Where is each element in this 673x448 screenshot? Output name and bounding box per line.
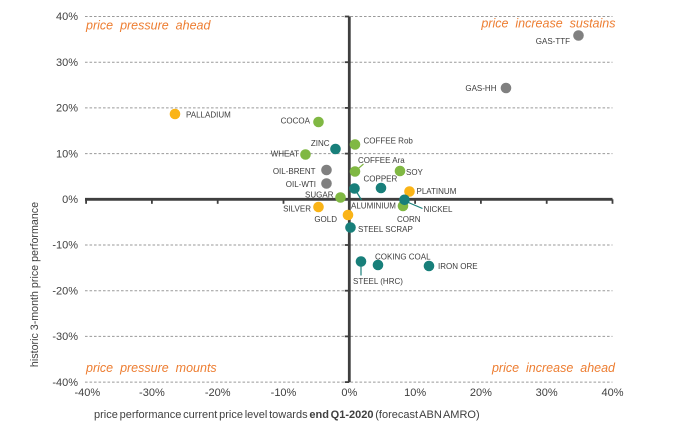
svg-text:20%: 20% — [470, 387, 492, 399]
svg-text:price performance current pric: price performance current price level to… — [94, 409, 480, 421]
svg-text:GOLD: GOLD — [314, 215, 337, 224]
svg-text:COFFEE Rob: COFFEE Rob — [364, 137, 414, 146]
svg-text:price increase ahead: price increase ahead — [491, 361, 616, 375]
svg-text:COKING COAL: COKING COAL — [375, 253, 431, 262]
svg-text:GAS-HH: GAS-HH — [465, 84, 496, 93]
svg-text:COPPER: COPPER — [364, 175, 398, 184]
svg-text:30%: 30% — [536, 387, 558, 399]
svg-text:CORN: CORN — [397, 215, 421, 224]
svg-text:PALLADIUM: PALLADIUM — [186, 111, 231, 120]
svg-text:10%: 10% — [404, 387, 426, 399]
svg-text:10%: 10% — [56, 148, 78, 160]
svg-text:SOY: SOY — [406, 168, 424, 177]
svg-text:STEEL SCRAP: STEEL SCRAP — [358, 225, 413, 234]
svg-text:0%: 0% — [341, 387, 357, 399]
svg-text:OIL-WTI: OIL-WTI — [286, 180, 316, 189]
svg-text:40%: 40% — [601, 387, 623, 399]
svg-text:-40%: -40% — [52, 377, 78, 389]
svg-text:-40%: -40% — [74, 387, 100, 399]
svg-text:20%: 20% — [56, 103, 78, 115]
svg-text:30%: 30% — [56, 57, 78, 69]
svg-text:-30%: -30% — [52, 331, 78, 343]
svg-text:STEEL (HRC): STEEL (HRC) — [353, 277, 403, 286]
svg-text:0%: 0% — [62, 194, 78, 206]
svg-text:OIL-BRENT: OIL-BRENT — [273, 167, 316, 176]
svg-text:-10%: -10% — [271, 387, 297, 399]
svg-text:COFFEE Ara: COFFEE Ara — [358, 156, 405, 165]
svg-text:NICKEL: NICKEL — [424, 205, 453, 214]
svg-text:-10%: -10% — [52, 240, 78, 252]
svg-text:WHEAT: WHEAT — [271, 150, 299, 159]
svg-text:ZINC: ZINC — [311, 139, 330, 148]
svg-text:IRON ORE: IRON ORE — [438, 262, 478, 271]
svg-text:GAS-TTF: GAS-TTF — [536, 37, 570, 46]
svg-text:price pressure ahead: price pressure ahead — [85, 19, 211, 33]
svg-text:PLATINUM: PLATINUM — [417, 187, 457, 196]
svg-text:price increase sustains: price increase sustains — [480, 17, 615, 31]
svg-text:ALUMINIUM: ALUMINIUM — [351, 202, 396, 211]
svg-text:40%: 40% — [56, 11, 78, 23]
svg-text:SILVER: SILVER — [283, 205, 311, 214]
svg-text:price pressure mounts: price pressure mounts — [85, 361, 217, 375]
svg-text:-30%: -30% — [139, 387, 165, 399]
svg-text:historic 3-month price perform: historic 3-month price performance — [29, 202, 41, 367]
svg-text:-20%: -20% — [52, 285, 78, 297]
svg-text:SUGAR: SUGAR — [305, 191, 334, 200]
svg-text:-20%: -20% — [205, 387, 231, 399]
svg-text:COCOA: COCOA — [281, 117, 311, 126]
